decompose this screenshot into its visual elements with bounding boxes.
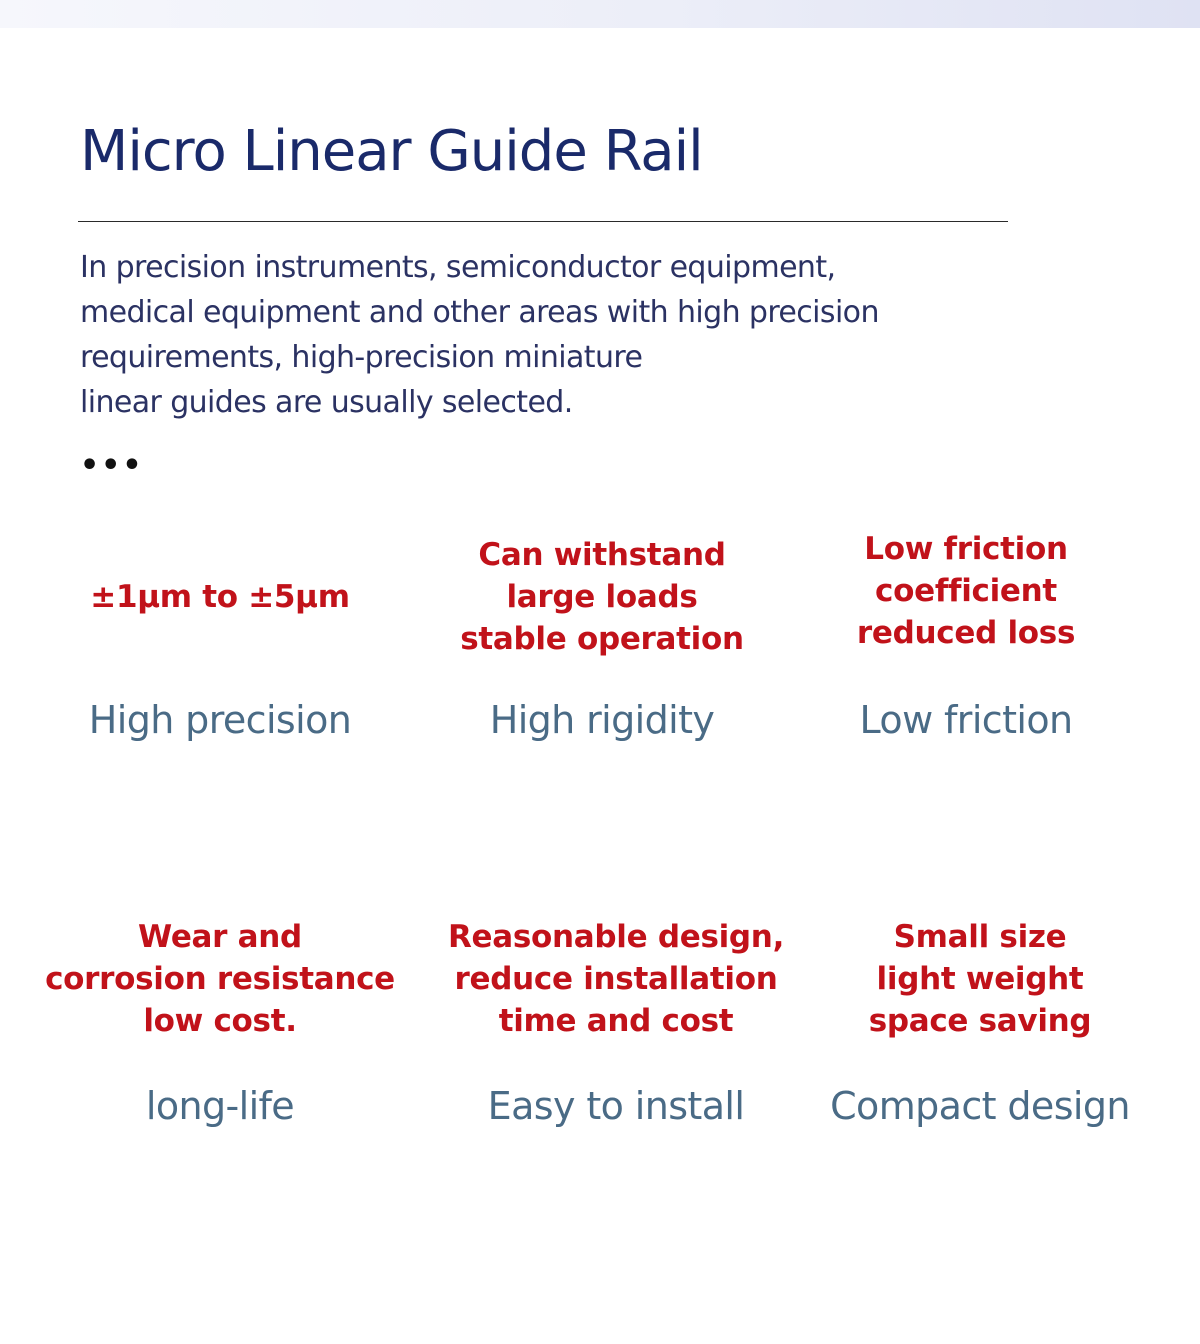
feature-name: High precision [88,698,352,742]
feature-name: long-life [145,1084,295,1128]
feature-description-line: ±1μm to ±5μm [90,579,350,615]
feature-name: Low friction [859,698,1074,742]
feature-description-line: light weight [876,961,1084,997]
feature-name: Easy to install [487,1084,745,1128]
feature-description-line: low cost. [143,1003,297,1039]
feature-description-line: stable operation [460,621,744,657]
feature-description: Small size light weight space saving [780,916,1180,1042]
feature-description-line: Small size [893,919,1067,955]
title-divider [78,221,1008,222]
top-gradient-band [0,0,1200,28]
feature-name: Compact design [830,1084,1130,1128]
feature-description-line: Can withstand [478,537,726,573]
feature-description-line: reduced loss [856,615,1076,651]
intro-line: requirements, high-precision miniature [80,340,643,375]
feature-description: Reasonable design, reduce installation t… [416,916,816,1042]
page-title: Micro Linear Guide Rail [80,119,704,184]
feature-description: Wear and corrosion resistance low cost. [20,916,420,1042]
feature-description-line: Wear and [138,919,302,955]
feature-description: ±1μm to ±5μm [20,576,420,618]
feature-description: Low friction coefficient reduced loss [766,528,1166,654]
feature-description-line: Low friction [864,531,1068,567]
feature-description-line: large loads [506,579,698,615]
intro-line: medical equipment and other areas with h… [80,295,879,330]
feature-description-line: coefficient [875,573,1057,609]
feature-name: High rigidity [489,698,715,742]
ellipsis-dots: ••• [80,448,144,483]
intro-line: In precision instruments, semiconductor … [80,250,836,285]
intro-line: linear guides are usually selected. [80,385,573,420]
feature-description: Can withstand large loads stable operati… [402,534,802,660]
intro-paragraph: In precision instruments, semiconductor … [80,245,960,425]
feature-description-line: corrosion resistance [45,961,395,997]
feature-description-line: time and cost [498,1003,734,1039]
feature-description-line: reduce installation [454,961,778,997]
feature-description-line: space saving [868,1003,1092,1039]
feature-description-line: Reasonable design, [447,919,785,955]
